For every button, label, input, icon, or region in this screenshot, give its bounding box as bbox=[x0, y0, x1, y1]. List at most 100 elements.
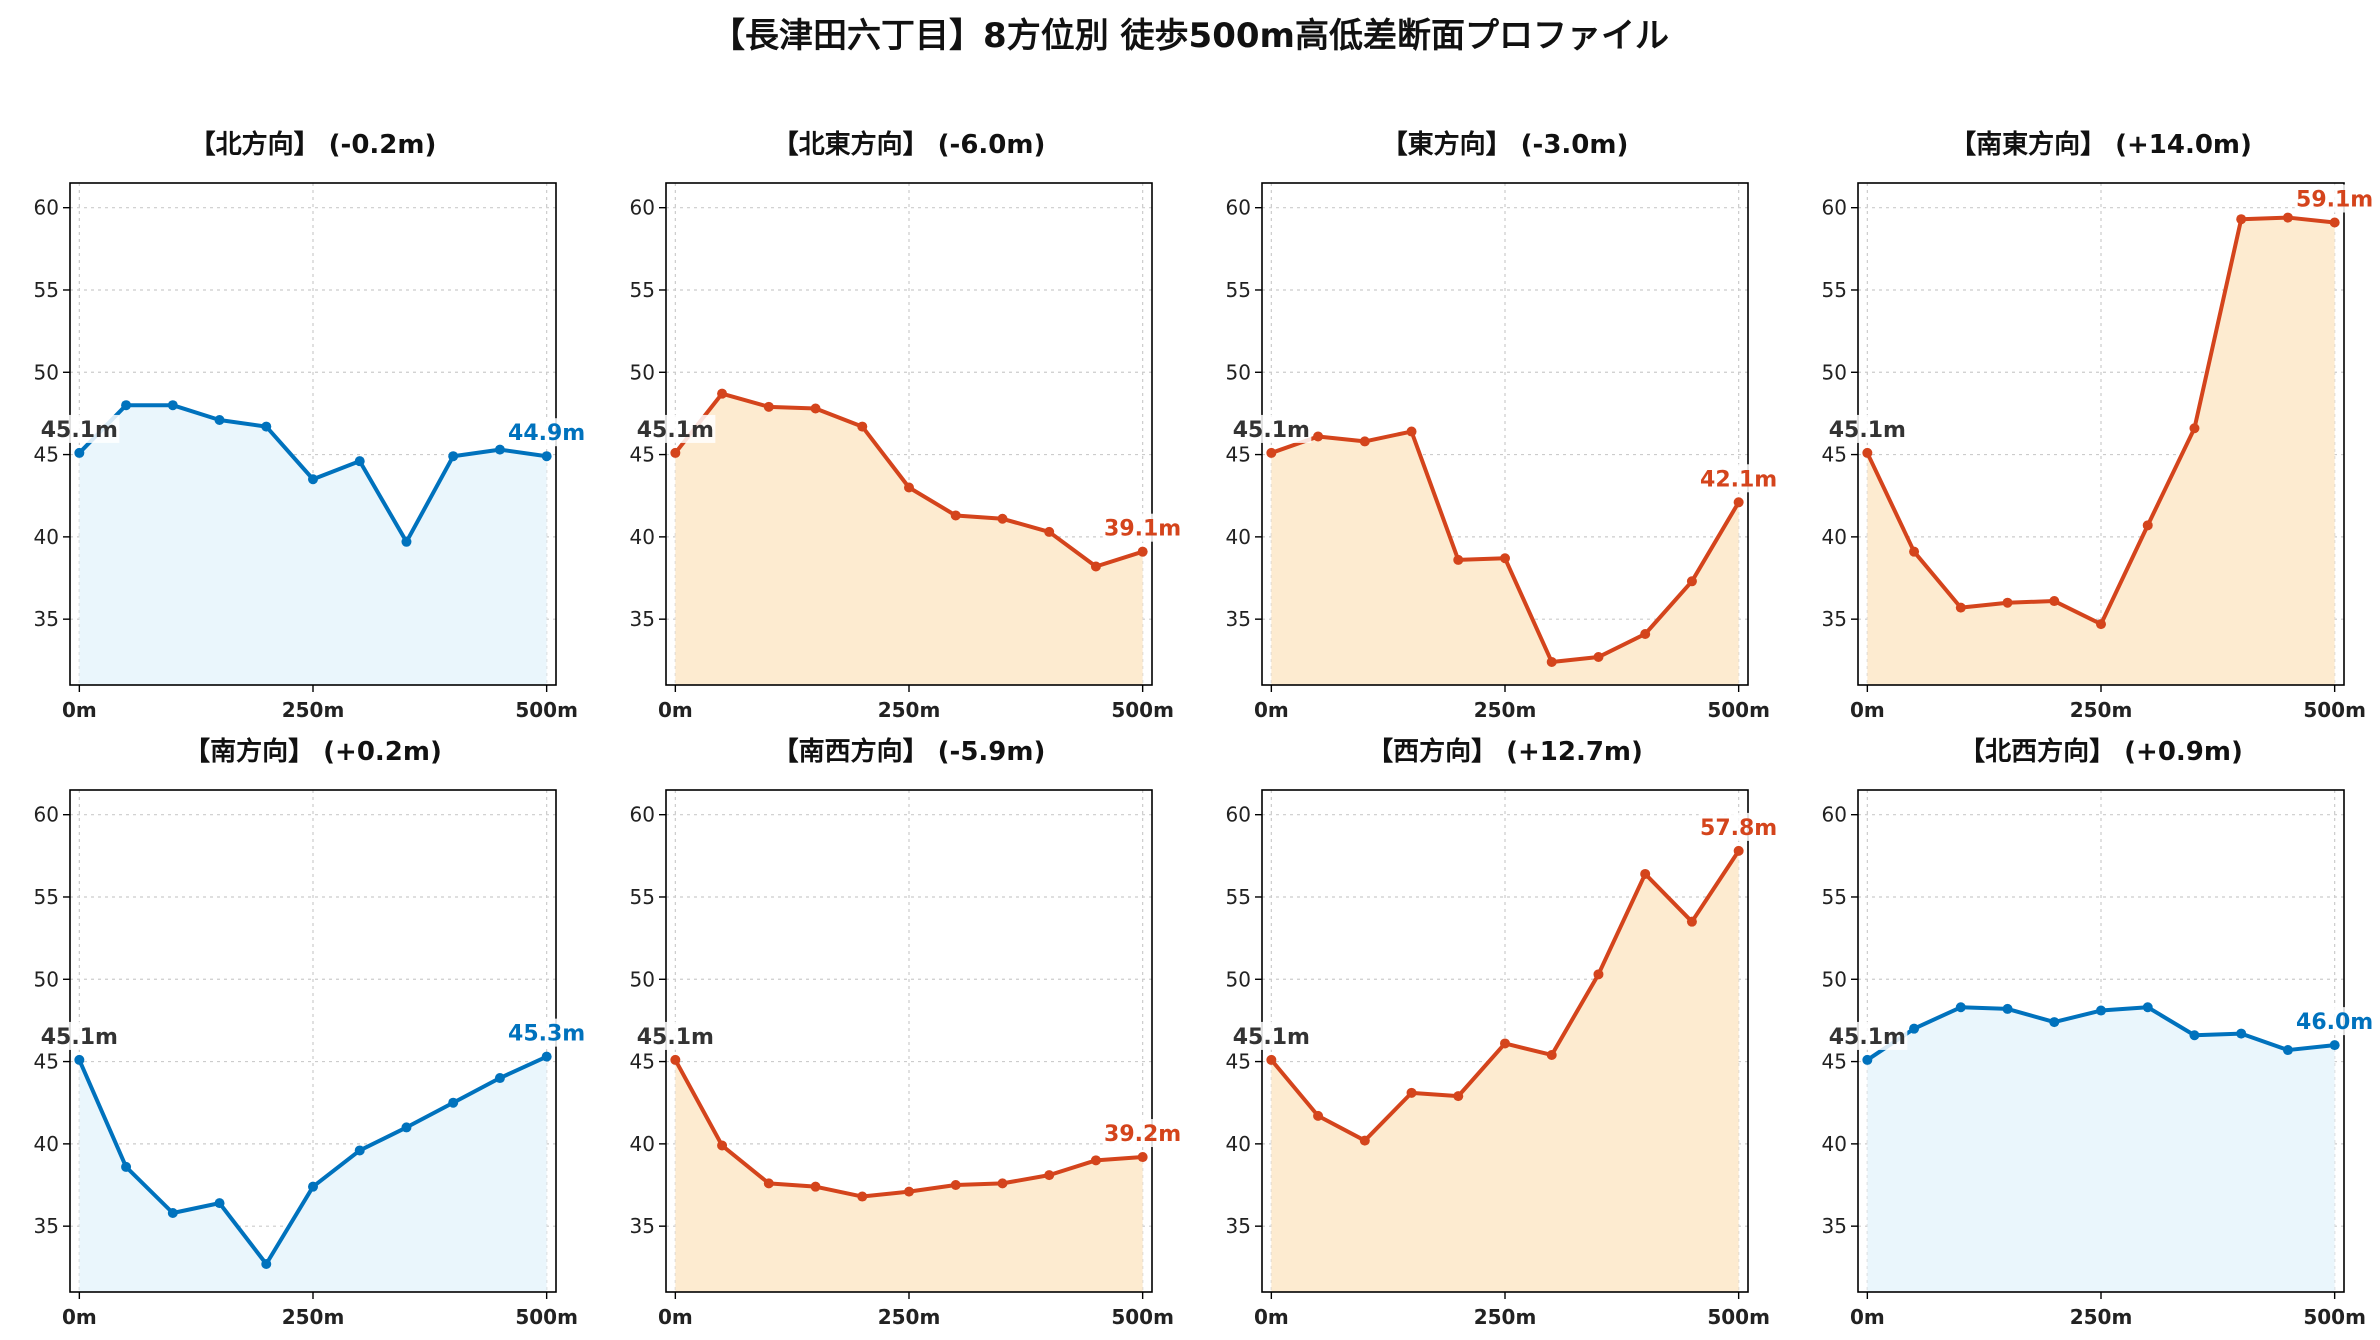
data-point bbox=[1044, 526, 1055, 537]
y-tick-label: 45 bbox=[630, 443, 655, 467]
y-tick-label: 60 bbox=[1226, 803, 1251, 827]
x-tick-label: 500m bbox=[1707, 1305, 1770, 1329]
y-tick-label: 35 bbox=[1226, 607, 1251, 631]
y-tick-label: 60 bbox=[630, 803, 655, 827]
end-label: 46.0m bbox=[2296, 1010, 2373, 1035]
y-tick-label: 50 bbox=[1822, 360, 1847, 384]
data-point bbox=[904, 482, 914, 493]
data-point bbox=[1406, 1087, 1417, 1098]
data-point bbox=[2189, 423, 2200, 434]
data-point bbox=[448, 1097, 459, 1108]
data-point bbox=[1090, 561, 1101, 572]
x-tick-label: 0m bbox=[62, 698, 97, 722]
y-tick-label: 45 bbox=[34, 443, 59, 467]
y-tick-label: 60 bbox=[34, 803, 59, 827]
data-point bbox=[717, 388, 728, 399]
panel-6: 【南西方向】 (-5.9m) 35 40 45 50 55 60 0m 250m 500m 45.1… bbox=[630, 736, 1183, 1329]
data-point bbox=[74, 447, 85, 458]
y-tick-label: 40 bbox=[1822, 1132, 1847, 1156]
data-point bbox=[1862, 1054, 1873, 1065]
start-label: 45.1m bbox=[1233, 1025, 1310, 1050]
end-label-bg bbox=[2294, 1007, 2375, 1036]
y-tick-label: 35 bbox=[1822, 1214, 1847, 1238]
data-point bbox=[1686, 916, 1697, 927]
end-label: 59.1m bbox=[2296, 188, 2373, 213]
start-label: 45.1m bbox=[41, 1025, 118, 1050]
end-label-bg bbox=[1698, 464, 1779, 493]
x-tick-label: 500m bbox=[515, 698, 578, 722]
y-tick-label: 55 bbox=[34, 278, 59, 302]
data-point bbox=[1640, 868, 1651, 879]
panel-title: 【南東方向】 (+14.0m) bbox=[1950, 129, 2252, 160]
y-tick-label: 35 bbox=[1822, 607, 1847, 631]
data-point bbox=[1266, 447, 1277, 458]
data-point bbox=[494, 1073, 505, 1084]
start-label-bg bbox=[635, 1021, 716, 1050]
panel-title: 【北方向】 (-0.2m) bbox=[190, 129, 437, 160]
end-label: 57.8m bbox=[1700, 816, 1777, 841]
end-label-bg bbox=[2294, 184, 2375, 213]
x-tick-label: 0m bbox=[658, 1305, 693, 1329]
end-label-bg bbox=[1698, 812, 1779, 841]
panel-3: 【東方向】 (-3.0m) 35 40 45 50 55 60 0m 250m 500m 45.1m… bbox=[1226, 129, 1779, 722]
data-point bbox=[950, 510, 961, 521]
data-point bbox=[214, 415, 225, 426]
start-label-bg bbox=[1231, 414, 1312, 443]
y-tick-label: 35 bbox=[630, 607, 655, 631]
y-tick-label: 45 bbox=[1822, 443, 1847, 467]
panel-8: 【北西方向】 (+0.9m) 35 40 45 50 55 60 0m 250m 500m 45.1… bbox=[1822, 736, 2375, 1329]
y-tick-label: 60 bbox=[1226, 196, 1251, 220]
x-tick-label: 0m bbox=[658, 698, 693, 722]
end-label-bg bbox=[1102, 513, 1183, 542]
panel-2: 【北東方向】 (-6.0m) 35 40 45 50 55 60 0m 250m 500m 45.1… bbox=[630, 129, 1183, 722]
y-tick-label: 40 bbox=[34, 1132, 59, 1156]
x-tick-label: 250m bbox=[1474, 1305, 1537, 1329]
panel-title: 【北東方向】 (-6.0m) bbox=[773, 129, 1046, 160]
data-point bbox=[1733, 845, 1744, 856]
start-label: 45.1m bbox=[637, 1025, 714, 1050]
data-point bbox=[2096, 619, 2106, 630]
y-tick-label: 60 bbox=[630, 196, 655, 220]
x-tick-label: 500m bbox=[1707, 698, 1770, 722]
y-tick-label: 50 bbox=[34, 360, 59, 384]
panel-title: 【東方向】 (-3.0m) bbox=[1382, 129, 1629, 160]
y-tick-label: 45 bbox=[1226, 1050, 1251, 1074]
panel-title: 【南西方向】 (-5.9m) bbox=[773, 736, 1046, 767]
y-tick-label: 55 bbox=[1226, 278, 1251, 302]
y-tick-label: 55 bbox=[1822, 885, 1847, 909]
end-label: 39.1m bbox=[1104, 517, 1181, 542]
data-point bbox=[1359, 436, 1370, 447]
data-point bbox=[494, 444, 505, 455]
y-tick-label: 60 bbox=[34, 196, 59, 220]
panel-title: 【西方向】 (+12.7m) bbox=[1367, 736, 1643, 767]
data-point bbox=[1500, 553, 1510, 564]
data-point bbox=[2002, 1003, 2013, 1014]
data-point bbox=[670, 447, 681, 458]
area-fill bbox=[1867, 217, 2335, 685]
y-tick-label: 55 bbox=[1226, 885, 1251, 909]
end-label-bg bbox=[506, 1018, 587, 1047]
end-label: 39.2m bbox=[1104, 1122, 1181, 1147]
x-tick-label: 500m bbox=[515, 1305, 578, 1329]
data-point bbox=[1546, 1049, 1557, 1060]
start-label: 45.1m bbox=[1233, 418, 1310, 443]
data-point bbox=[857, 421, 868, 432]
data-point bbox=[904, 1186, 914, 1197]
y-tick-label: 35 bbox=[34, 1214, 59, 1238]
end-label: 45.3m bbox=[508, 1022, 585, 1047]
x-tick-label: 500m bbox=[1111, 1305, 1174, 1329]
start-label-bg bbox=[1827, 414, 1908, 443]
y-tick-label: 45 bbox=[1822, 1050, 1847, 1074]
data-point bbox=[1453, 554, 1464, 565]
panel-5: 【南方向】 (+0.2m) 35 40 45 50 55 60 0m 250m 500m 45.1m… bbox=[34, 736, 587, 1329]
data-point bbox=[2142, 1002, 2153, 1013]
panel-4: 【南東方向】 (+14.0m) 35 40 45 50 55 60 0m 250m 500m 45.… bbox=[1822, 129, 2375, 722]
data-point bbox=[354, 456, 365, 467]
data-point bbox=[1909, 1023, 1920, 1034]
x-tick-label: 250m bbox=[2070, 698, 2133, 722]
data-point bbox=[763, 401, 774, 412]
y-tick-label: 50 bbox=[1226, 967, 1251, 991]
data-point bbox=[1862, 447, 1873, 458]
x-tick-label: 500m bbox=[2303, 1305, 2366, 1329]
